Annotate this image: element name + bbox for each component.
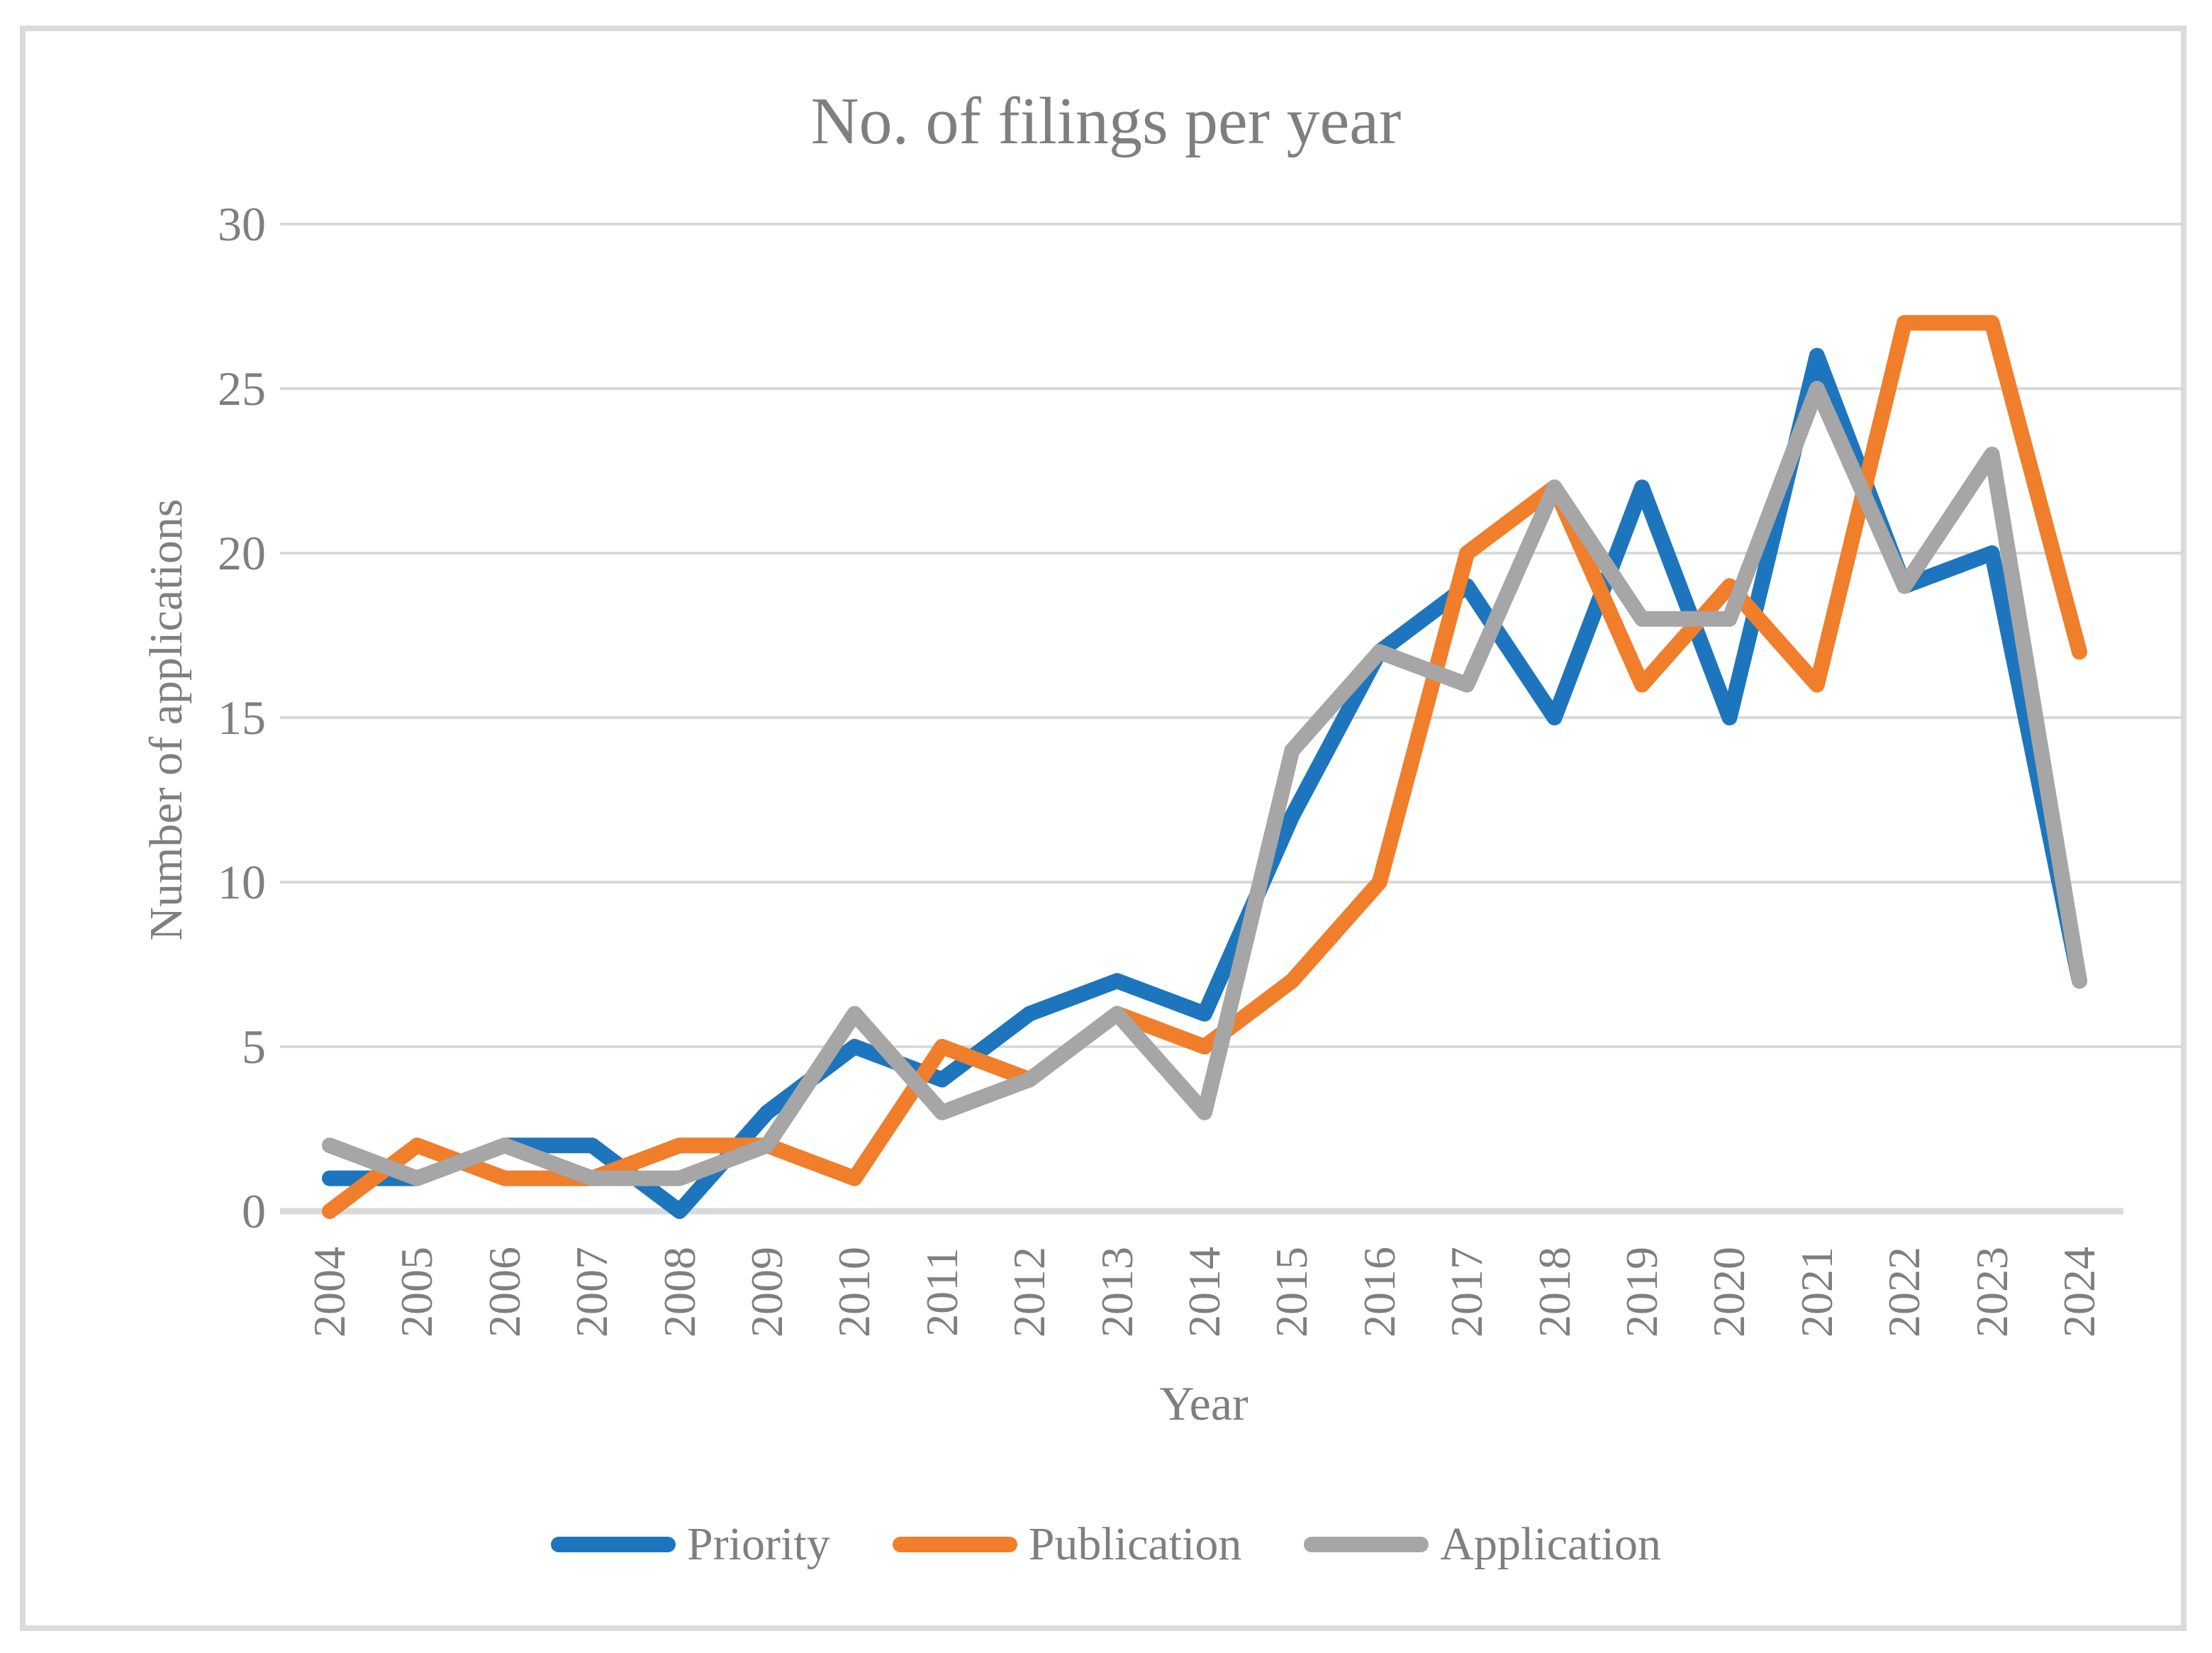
x-tick-label-2010: 2010 (829, 1247, 880, 1337)
y-tick-label-5: 5 (242, 1020, 266, 1074)
x-tick-label-2007: 2007 (566, 1247, 618, 1337)
legend-label-publication: Publication (1028, 1518, 1242, 1570)
x-tick-label-2015: 2015 (1266, 1247, 1317, 1337)
legend-swatch-priority (551, 1537, 676, 1552)
application-series-line (322, 381, 2087, 1186)
x-tick-label-2024: 2024 (2054, 1247, 2104, 1337)
x-tick-label-2009: 2009 (742, 1247, 792, 1337)
x-tick-label-2022: 2022 (1879, 1247, 1930, 1337)
x-axis-title: Year (1159, 1376, 1249, 1430)
gridlines (280, 223, 2184, 1215)
legend-swatch-publication (892, 1537, 1017, 1552)
chart-title: No. of filings per year (810, 84, 1402, 158)
x-tick-label-2023: 2023 (1966, 1247, 2017, 1337)
chart-legend: Priority Publication Application (0, 1509, 2212, 1580)
x-tick-label-2017: 2017 (1441, 1247, 1492, 1337)
legend-item-application: Application (1304, 1518, 1661, 1571)
legend-swatch-application (1304, 1537, 1429, 1552)
y-tick-label-0: 0 (242, 1184, 266, 1238)
publication-series-line (322, 315, 2087, 1219)
x-tick-label-2011: 2011 (916, 1247, 967, 1337)
y-tick-label-15: 15 (218, 691, 266, 745)
y-axis-title: Number of applications (140, 499, 192, 941)
x-tick-label-2020: 2020 (1704, 1247, 1755, 1337)
x-tick-label-2013: 2013 (1091, 1247, 1142, 1337)
x-tick-label-2004: 2004 (304, 1247, 354, 1337)
series-lines (322, 315, 2087, 1219)
legend-label-application: Application (1440, 1518, 1661, 1570)
x-tick-label-2008: 2008 (654, 1247, 705, 1337)
legend-item-priority: Priority (551, 1518, 830, 1571)
x-tick-label-2019: 2019 (1616, 1247, 1667, 1337)
legend-label-priority: Priority (687, 1518, 830, 1570)
x-tick-label-2021: 2021 (1791, 1247, 1842, 1337)
x-tick-label-2018: 2018 (1529, 1247, 1580, 1337)
y-tick-label-25: 25 (218, 362, 266, 416)
x-tick-label-2014: 2014 (1179, 1247, 1229, 1337)
x-tick-label-2016: 2016 (1353, 1247, 1404, 1337)
y-tick-label-30: 30 (218, 197, 266, 251)
y-tick-label-20: 20 (218, 526, 266, 580)
legend-item-publication: Publication (892, 1518, 1242, 1571)
x-tick-label-2005: 2005 (391, 1247, 442, 1337)
figure-border (20, 26, 2186, 1631)
y-tick-label-10: 10 (218, 855, 266, 909)
x-tick-label-2012: 2012 (1004, 1247, 1055, 1337)
x-tick-label-2006: 2006 (479, 1247, 530, 1337)
